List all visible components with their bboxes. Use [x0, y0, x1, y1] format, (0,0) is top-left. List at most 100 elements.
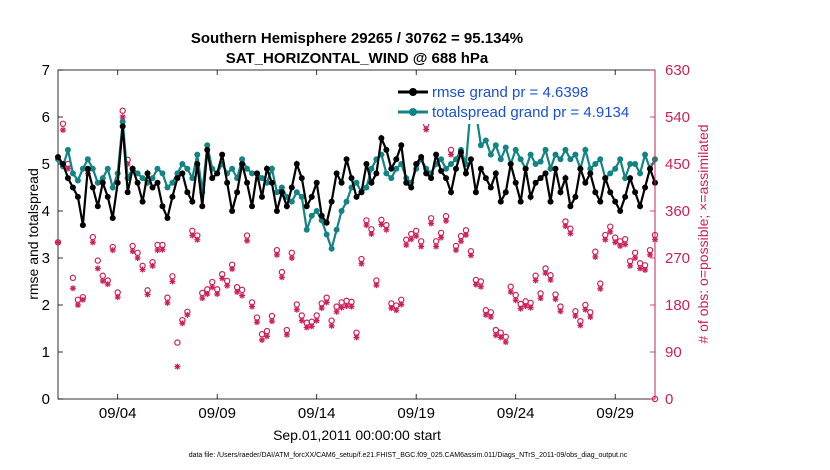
- rmse-point: [74, 193, 81, 200]
- totalspread-point: [517, 156, 524, 163]
- obs-assimilated-point: [537, 295, 544, 302]
- totalspread-point: [298, 193, 305, 200]
- rmse-point: [373, 170, 380, 177]
- totalspread-point: [278, 184, 285, 191]
- x-tick-label: 09/04: [99, 405, 137, 422]
- rmse-point: [482, 175, 489, 182]
- totalspread-point: [572, 151, 579, 158]
- rmse-point: [497, 198, 504, 205]
- rmse-point: [467, 156, 474, 163]
- totalspread-point: [567, 156, 574, 163]
- totalspread-point: [303, 226, 310, 233]
- rmse-point: [69, 184, 76, 191]
- obs-assimilated-point: [438, 234, 445, 241]
- rmse-point: [338, 179, 345, 186]
- obs-assimilated-point: [258, 336, 265, 343]
- legend-rmse-marker: [409, 88, 417, 96]
- obs-assimilated-point: [318, 305, 325, 312]
- obs-possible-point: [119, 107, 126, 114]
- obs-possible-point: [69, 274, 77, 282]
- rmse-point: [323, 219, 330, 226]
- obs-assimilated-point: [562, 223, 569, 230]
- obs-assimilated-point: [244, 237, 251, 244]
- totalspread-point: [99, 175, 106, 182]
- obs-assimilated-point: [547, 276, 554, 283]
- rmse-point: [632, 189, 639, 196]
- totalspread-point: [438, 156, 445, 163]
- obs-assimilated-point: [323, 299, 330, 306]
- totalspread-point: [497, 156, 504, 163]
- rmse-point: [89, 184, 96, 191]
- obs-assimilated-point: [333, 308, 340, 315]
- totalspread-point: [512, 146, 519, 153]
- rmse-point: [159, 203, 166, 210]
- rmse-point: [249, 203, 256, 210]
- obs-possible-point: [238, 286, 246, 294]
- obs-assimilated-point: [507, 288, 514, 295]
- right-tick-label: 450: [665, 156, 690, 173]
- rmse-point: [214, 170, 221, 177]
- totalspread-point: [557, 156, 564, 163]
- totalspread-point: [353, 179, 360, 186]
- rmse-point: [532, 179, 539, 186]
- rmse-point: [617, 208, 624, 214]
- obs-assimilated-point: [348, 303, 355, 310]
- rmse-point: [413, 161, 420, 167]
- obs-possible-point: [258, 331, 266, 338]
- totalspread-point: [288, 198, 295, 205]
- totalspread-point: [537, 158, 544, 165]
- obs-assimilated-point: [214, 291, 221, 298]
- rmse-point: [428, 175, 435, 182]
- rmse-point: [393, 156, 400, 163]
- rmse-point: [537, 175, 544, 182]
- obs-assimilated-point: [308, 323, 315, 330]
- obs-assimilated-point: [448, 151, 455, 158]
- obs-assimilated-point: [413, 233, 420, 240]
- totalspread-point: [89, 165, 96, 172]
- obs-assimilated-point: [592, 253, 599, 260]
- obs-assimilated-point: [164, 299, 171, 306]
- obs-assimilated-point: [552, 296, 559, 303]
- totalspread-point: [343, 198, 350, 205]
- totalspread-point: [363, 184, 370, 191]
- rmse-point: [487, 184, 494, 191]
- obs-assimilated-point: [59, 127, 66, 134]
- obs-assimilated-point: [512, 297, 519, 304]
- rmse-point: [348, 175, 355, 182]
- rmse-point: [278, 189, 285, 196]
- totalspread-point: [607, 170, 614, 177]
- obs-assimilated-point: [109, 247, 116, 254]
- obs-assimilated-point: [313, 317, 320, 324]
- rmse-point: [597, 198, 604, 205]
- obs-assimilated-point: [254, 319, 260, 326]
- obs-assimilated-point: [457, 238, 464, 245]
- right-tick-label: 630: [665, 62, 690, 79]
- obs-assimilated-point: [94, 265, 101, 272]
- obs-assimilated-point: [204, 291, 211, 298]
- rmse-point: [174, 175, 181, 182]
- rmse-point: [169, 193, 176, 200]
- obs-assimilated-point: [104, 281, 111, 288]
- obs-assimilated-point: [453, 247, 459, 254]
- rmse-point: [328, 198, 335, 205]
- rmse-point: [308, 193, 315, 200]
- obs-assimilated-point: [363, 222, 370, 229]
- rmse-point: [572, 193, 579, 200]
- rmse-point: [577, 165, 584, 172]
- rmse-point: [462, 170, 469, 177]
- obs-assimilated-point: [577, 322, 584, 329]
- right-axis-label: # of obs: o=possible; ×=assimilated: [695, 124, 711, 343]
- left-tick-label: 1: [42, 344, 50, 361]
- obs-assimilated-point: [263, 333, 270, 340]
- totalspread-point: [632, 161, 639, 167]
- totalspread-point: [268, 165, 275, 172]
- obs-assimilated-point: [373, 282, 380, 289]
- rmse-point: [512, 179, 519, 186]
- totalspread-point: [492, 142, 499, 149]
- rmse-point: [194, 161, 201, 167]
- totalspread-point: [293, 189, 300, 196]
- rmse-point: [547, 198, 554, 205]
- obs-assimilated-point: [179, 320, 186, 327]
- totalspread-point: [532, 161, 539, 167]
- obs-assimilated-point: [492, 332, 499, 339]
